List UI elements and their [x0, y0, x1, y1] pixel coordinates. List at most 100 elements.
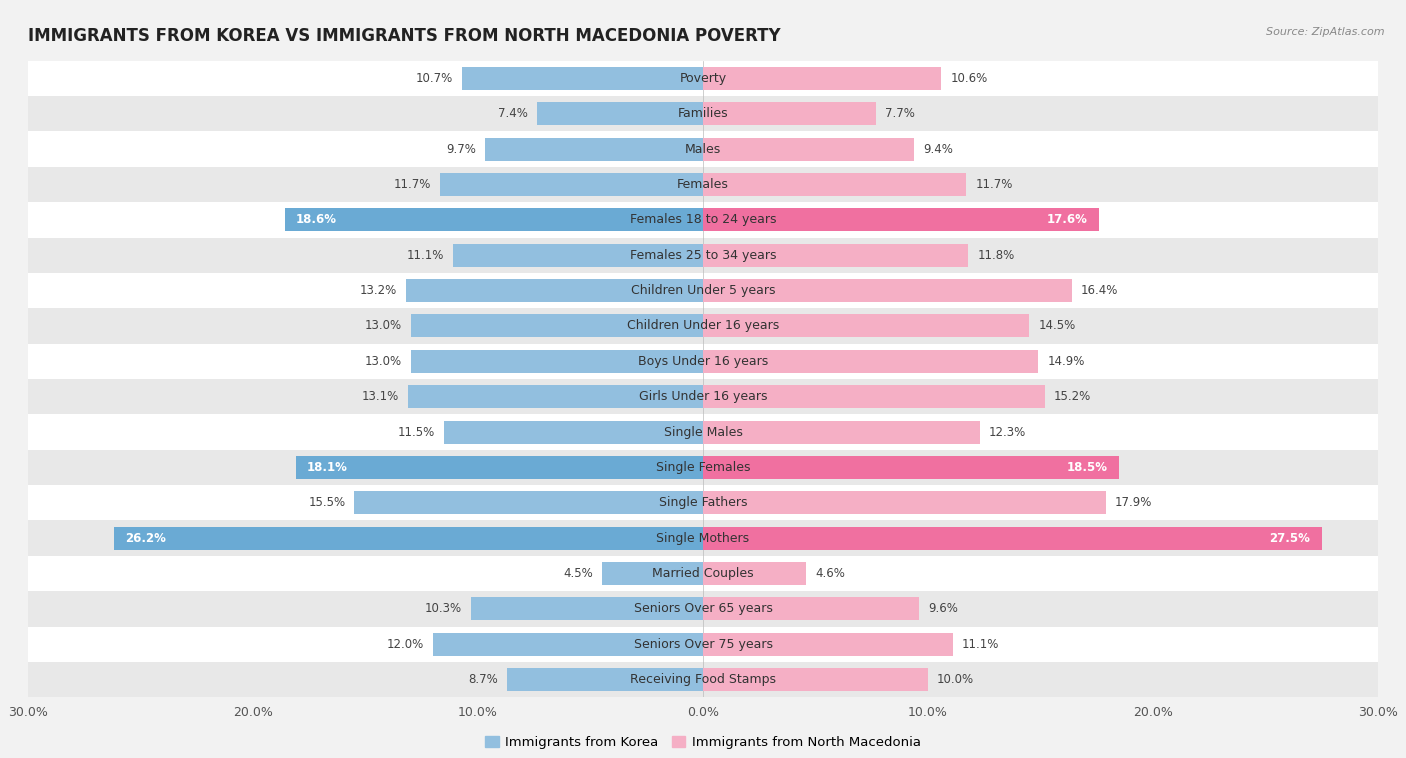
Bar — [28, 61, 1378, 96]
Bar — [703, 669, 928, 691]
Bar — [703, 421, 980, 443]
Text: Single Mothers: Single Mothers — [657, 531, 749, 545]
Bar — [28, 521, 1378, 556]
Bar — [411, 350, 703, 373]
Text: 11.1%: 11.1% — [962, 637, 1000, 651]
Text: 8.7%: 8.7% — [468, 673, 498, 686]
Bar — [28, 627, 1378, 662]
Bar — [508, 669, 703, 691]
Bar — [471, 597, 703, 620]
Bar — [703, 138, 914, 161]
Text: IMMIGRANTS FROM KOREA VS IMMIGRANTS FROM NORTH MACEDONIA POVERTY: IMMIGRANTS FROM KOREA VS IMMIGRANTS FROM… — [28, 27, 780, 45]
Bar — [28, 96, 1378, 131]
Text: 12.0%: 12.0% — [387, 637, 425, 651]
Text: 15.5%: 15.5% — [308, 496, 346, 509]
Bar — [703, 491, 1105, 515]
Bar — [433, 633, 703, 656]
Bar — [703, 208, 1099, 231]
Bar — [408, 385, 703, 408]
Text: Poverty: Poverty — [679, 72, 727, 85]
Bar — [703, 67, 942, 90]
Bar — [28, 379, 1378, 415]
Text: Seniors Over 65 years: Seniors Over 65 years — [634, 603, 772, 615]
Text: Single Males: Single Males — [664, 425, 742, 439]
Text: 14.5%: 14.5% — [1038, 319, 1076, 333]
Text: Source: ZipAtlas.com: Source: ZipAtlas.com — [1267, 27, 1385, 36]
Bar — [703, 350, 1038, 373]
Bar — [28, 415, 1378, 449]
Text: 10.7%: 10.7% — [416, 72, 453, 85]
Bar — [354, 491, 703, 515]
Bar — [28, 309, 1378, 343]
Bar — [703, 527, 1322, 550]
Text: 11.7%: 11.7% — [976, 178, 1012, 191]
Bar — [602, 562, 703, 585]
Text: 27.5%: 27.5% — [1270, 531, 1310, 545]
Bar — [703, 562, 807, 585]
Bar — [453, 244, 703, 267]
Bar — [28, 273, 1378, 309]
Bar — [703, 244, 969, 267]
Text: 18.5%: 18.5% — [1067, 461, 1108, 474]
Text: 15.2%: 15.2% — [1054, 390, 1091, 403]
Bar — [703, 385, 1045, 408]
Text: 13.1%: 13.1% — [363, 390, 399, 403]
Bar — [28, 449, 1378, 485]
Bar — [703, 102, 876, 125]
Bar — [537, 102, 703, 125]
Bar — [485, 138, 703, 161]
Bar — [444, 421, 703, 443]
Bar — [28, 556, 1378, 591]
Text: 9.4%: 9.4% — [924, 143, 953, 155]
Text: 11.1%: 11.1% — [406, 249, 444, 262]
Text: Married Couples: Married Couples — [652, 567, 754, 580]
Text: 11.5%: 11.5% — [398, 425, 436, 439]
Bar — [703, 173, 966, 196]
Text: 11.8%: 11.8% — [977, 249, 1015, 262]
Bar — [295, 456, 703, 479]
Text: Families: Families — [678, 107, 728, 121]
Bar — [28, 167, 1378, 202]
Text: Females: Females — [678, 178, 728, 191]
Text: Receiving Food Stamps: Receiving Food Stamps — [630, 673, 776, 686]
Text: 10.0%: 10.0% — [936, 673, 974, 686]
Bar — [114, 527, 703, 550]
Text: Children Under 16 years: Children Under 16 years — [627, 319, 779, 333]
Bar — [28, 662, 1378, 697]
Text: Females 25 to 34 years: Females 25 to 34 years — [630, 249, 776, 262]
Text: 17.9%: 17.9% — [1115, 496, 1152, 509]
Bar — [28, 591, 1378, 627]
Text: 14.9%: 14.9% — [1047, 355, 1084, 368]
Text: 7.4%: 7.4% — [498, 107, 527, 121]
Bar — [703, 597, 920, 620]
Text: 12.3%: 12.3% — [988, 425, 1026, 439]
Text: 10.6%: 10.6% — [950, 72, 987, 85]
Bar — [28, 237, 1378, 273]
Text: 9.7%: 9.7% — [446, 143, 475, 155]
Text: 7.7%: 7.7% — [886, 107, 915, 121]
Bar — [440, 173, 703, 196]
Bar — [28, 485, 1378, 521]
Text: Boys Under 16 years: Boys Under 16 years — [638, 355, 768, 368]
Bar — [703, 279, 1071, 302]
Bar — [703, 315, 1029, 337]
Bar — [406, 279, 703, 302]
Text: 10.3%: 10.3% — [425, 603, 463, 615]
Text: 4.6%: 4.6% — [815, 567, 845, 580]
Text: 4.5%: 4.5% — [562, 567, 593, 580]
Text: 18.6%: 18.6% — [295, 213, 337, 227]
Bar — [411, 315, 703, 337]
Text: 9.6%: 9.6% — [928, 603, 957, 615]
Text: Single Fathers: Single Fathers — [659, 496, 747, 509]
Bar — [703, 456, 1119, 479]
Text: Seniors Over 75 years: Seniors Over 75 years — [634, 637, 772, 651]
Text: 13.2%: 13.2% — [360, 284, 396, 297]
Legend: Immigrants from Korea, Immigrants from North Macedonia: Immigrants from Korea, Immigrants from N… — [481, 731, 925, 754]
Text: 17.6%: 17.6% — [1047, 213, 1088, 227]
Bar — [463, 67, 703, 90]
Text: 11.7%: 11.7% — [394, 178, 430, 191]
Text: Children Under 5 years: Children Under 5 years — [631, 284, 775, 297]
Bar — [28, 343, 1378, 379]
Bar — [284, 208, 703, 231]
Text: 26.2%: 26.2% — [125, 531, 166, 545]
